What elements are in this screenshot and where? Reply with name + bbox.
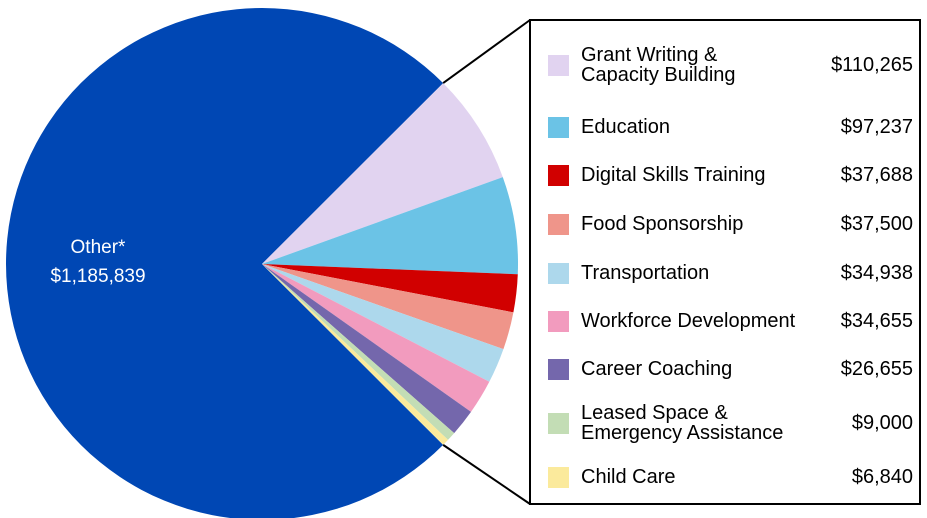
legend-value: $34,938 (840, 262, 913, 284)
legend-label: Career Coaching (581, 358, 733, 380)
other-slice-label: Other* $1,185,839 (28, 233, 168, 291)
pie-slice-transportation (262, 264, 504, 382)
legend-item-digital-skills-training: Digital Skills Training $37,688 (531, 151, 919, 199)
connector-line-top (442, 19, 531, 84)
legend-swatch (548, 117, 569, 138)
legend-swatch (548, 214, 569, 235)
legend-value: $34,655 (840, 310, 913, 332)
pie-slice-career-coaching (262, 264, 471, 434)
legend-swatch (548, 359, 569, 380)
legend-value: $97,237 (840, 116, 913, 138)
legend-item-food-sponsorship: Food Sponsorship $37,500 (531, 200, 919, 248)
legend-value: $26,655 (840, 358, 913, 380)
legend-label: Child Care (581, 466, 676, 488)
legend-item-career-coaching: Career Coaching $26,655 (531, 345, 919, 393)
legend-label: Food Sponsorship (581, 213, 744, 235)
pie-slice-grant-writing-capacity-building (262, 83, 503, 264)
legend: Grant Writing & Capacity Building $110,26… (529, 19, 921, 505)
legend-item-education: Education $97,237 (531, 103, 919, 151)
pie-slice-education (262, 177, 518, 275)
legend-item-grant-writing-capacity-building: Grant Writing & Capacity Building $110,26… (531, 41, 919, 89)
connector-line-bottom (442, 444, 531, 505)
legend-value: $37,500 (840, 213, 913, 235)
legend-value: $9,000 (851, 412, 913, 434)
legend-value: $110,265 (831, 54, 913, 76)
other-slice-name: Other* (70, 237, 126, 258)
pie-slice-other (6, 8, 444, 518)
legend-item-workforce-development: Workforce Development $34,655 (531, 297, 919, 345)
legend-swatch (548, 413, 569, 434)
legend-value: $6,840 (851, 466, 913, 488)
legend-label: Digital Skills Training (581, 164, 766, 186)
legend-swatch (548, 311, 569, 332)
legend-swatch (548, 55, 569, 76)
legend-item-child-care: Child Care $6,840 (531, 453, 919, 501)
legend-label: Education (581, 116, 670, 138)
legend-item-transportation: Transportation $34,938 (531, 249, 919, 297)
legend-label: Grant Writing & Capacity Building (581, 44, 736, 86)
legend-swatch (548, 263, 569, 284)
legend-value: $37,688 (840, 164, 913, 186)
legend-label: Workforce Development (581, 310, 796, 332)
legend-swatch (548, 165, 569, 186)
legend-swatch (548, 467, 569, 488)
legend-label: Transportation (581, 262, 710, 284)
other-slice-value: $1,185,839 (50, 266, 146, 287)
pie-slice-digital-skills-training (262, 264, 518, 313)
legend-label: Leased Space & Emergency Assistance (581, 402, 784, 444)
pie-slice-child-care (262, 264, 449, 445)
pie-slice-workforce-development (262, 264, 490, 412)
pie-slice-food-sponsorship (262, 264, 514, 350)
legend-item-leased-space-emergency-assistance: Leased Space & Emergency Assistance $9,00… (531, 399, 919, 447)
pie-slice-leased-space-emergency-assistance (262, 264, 455, 440)
